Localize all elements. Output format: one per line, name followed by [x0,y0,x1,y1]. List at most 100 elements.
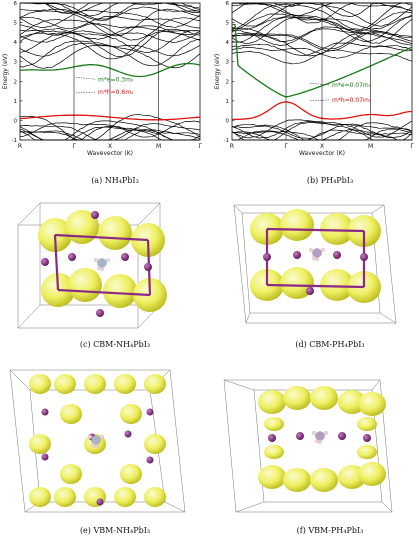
isosurface-lobe [144,487,166,507]
caption-c: (c) CBM-NH₄PbI₃ [79,340,151,349]
iodine-atom [41,258,49,266]
kpoint-tick-label: Γ [198,143,202,150]
hydrogen-atom [88,435,92,439]
orbital-panel-f [212,362,419,522]
mass-annotation: m*h=0.07m₀ [332,97,372,104]
isosurface-lobe [120,464,142,484]
isosurface-lobe [29,374,51,394]
hydrogen-atom [324,431,328,435]
iodine-atom [338,432,346,440]
iodine-atom [296,432,304,440]
unit-cell-edge [371,379,381,391]
kpoint-tick-label: Γ [72,143,76,150]
y-tick-label: 6 [14,1,18,7]
band-structure-panel-b: R Γ X M Γ -1 0 1 2 3 4 5 6 Wavevector (K) Energy (eV) m… [212,0,419,175]
iodine-atom [41,453,49,461]
unit-cell-edge [245,312,251,324]
hydrogen-atom [91,443,95,447]
caption-d: (d) CBM-PH₄PbI₃ [295,340,365,349]
iodine-atom [121,253,129,261]
unit-cell-edge [17,202,41,226]
unit-cell-edge [379,312,397,324]
orbital-render-e [9,369,186,513]
isosurface-lobe [68,268,102,302]
unit-cell-edge [235,501,265,513]
isosurface-lobe [84,374,106,394]
isosurface-lobe [310,468,338,492]
iodine-atom [268,434,276,442]
y-tick-label: 6 [226,1,230,7]
isosurface-lobe [114,487,136,507]
unit-cell-edge [223,379,255,391]
isosurface-lobe [120,404,142,424]
x-axis-label: Wavevector (K) [299,150,345,157]
isosurface-lobe [98,216,132,250]
isosurface-lobe [114,374,136,394]
bond [266,227,365,233]
isosurface-lobe [310,386,338,410]
y-tick-label: 2 [226,79,230,85]
y-tick-label: 5 [226,21,230,27]
isosurface-lobe [283,386,311,410]
hydrogen-atom [315,439,319,443]
iodine-atom [333,251,341,259]
iodine-atom [96,309,104,317]
iodine-atom [91,211,99,219]
y-tick-label: 4 [226,40,230,46]
band-chart-b: R Γ X M Γ -1 0 1 2 3 4 5 6 Wavevector (K) Energy (eV) m… [214,1,414,157]
y-tick-label: 1 [14,99,18,105]
bond [57,288,151,297]
unit-cell-edge [137,202,161,226]
isosurface-lobe [357,445,377,459]
kpoint-tick-label: Γ [284,143,288,150]
unit-cell-edge [233,204,247,324]
iodine-atom [263,253,271,261]
hydrogen-atom [106,258,110,262]
isosurface-lobe [320,269,354,301]
isosurface-lobe [358,392,386,416]
iodine-atom [146,408,154,416]
unit-cell-edge [223,379,237,513]
caption-f: (f) VBM-PH₄PbI₃ [296,526,364,535]
x-axis-label: Wavevector (K) [87,150,133,157]
isosurface-lobe [258,465,286,489]
band-chart-a: R Γ X M Γ -1 0 1 2 3 4 5 6 Wavevector (K) Energy (eV) m… [2,1,202,157]
orbital-panel-d [212,195,419,335]
unit-cell-edge [241,212,251,314]
y-tick-label: 3 [226,60,230,66]
y-axis-label: Energy (eV) [2,54,9,89]
annotation-arrow [75,77,97,80]
band-structure-panel-a: R Γ X M Γ -1 0 1 2 3 4 5 6 Wavevector (K) Energy (eV) m… [0,0,210,175]
unit-cell-edge [233,204,243,214]
isosurface-lobe [60,404,82,424]
orbital-render-f [223,379,393,513]
y-tick-label: 2 [14,79,18,85]
isosurface-lobe [320,213,354,245]
y-tick-label: 0 [14,118,18,124]
iodine-atom [306,287,314,295]
orbital-panel-c [0,195,210,335]
isosurface-lobe [60,464,82,484]
y-axis-label: Energy (eV) [214,54,221,89]
unit-cell-edge [9,369,31,391]
caption-e: (e) VBM-NH₄PbI₃ [79,526,151,535]
bond [266,283,365,289]
hydrogen-atom [309,248,313,252]
iodine-atom [144,263,152,271]
y-tick-label: -1 [224,138,229,144]
unit-cell-edge [164,501,186,513]
isosurface-lobe [283,468,311,492]
iodine-atom [124,430,132,438]
iodine-atom [293,251,301,259]
kpoint-tick-label: M [368,143,373,150]
unit-cell-edge [9,369,26,513]
bond [53,234,60,291]
isosurface-lobe [103,274,137,308]
isosurface-lobe [144,434,166,454]
mass-annotation: m*e=0.07m₀ [332,82,372,89]
orbital-render-d [233,204,397,324]
isosurface-lobe [264,445,284,459]
kpoint-tick-label: X [108,143,112,150]
y-tick-label: 5 [14,21,18,27]
kpoint-tick-label: X [320,143,324,150]
